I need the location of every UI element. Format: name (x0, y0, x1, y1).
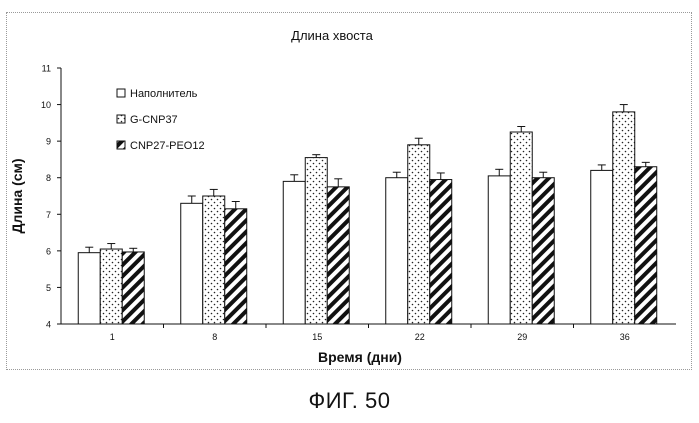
bar-diagonal-29 (532, 178, 554, 324)
bar-plain-22 (386, 178, 408, 324)
bar-dots-1 (100, 249, 122, 324)
bar-dots-8 (203, 196, 225, 324)
y-tick-label: 8 (46, 173, 51, 183)
x-tick-label: 8 (212, 332, 217, 342)
legend-label: Наполнитель (130, 88, 198, 100)
legend: Наполнитель G-CNP37 CNP27-PEO12 (110, 81, 230, 167)
bar-chart: Длина хвоста Длина (см) Время (дни) 4 5 6 7… (0, 0, 699, 385)
bar-dots-22 (408, 145, 430, 324)
x-tick-label: 22 (415, 332, 425, 342)
bar-plain-29 (488, 176, 510, 324)
y-tick-label: 5 (46, 283, 51, 293)
y-axis-label: Длина (см) (9, 158, 25, 233)
bar-plain-8 (181, 203, 203, 324)
bar-plain-36 (591, 170, 613, 324)
legend-label: CNP27-PEO12 (130, 140, 205, 152)
bar-dots-29 (510, 132, 532, 324)
x-tick-label: 1 (110, 332, 115, 342)
y-tick-label: 4 (46, 320, 51, 330)
bar-diagonal-15 (327, 187, 349, 324)
bar-dots-15 (305, 158, 327, 324)
y-tick-label: 7 (46, 210, 51, 220)
bar-plain-15 (283, 181, 305, 324)
legend-swatch-diagonal (117, 141, 125, 149)
bar-diagonal-8 (225, 209, 247, 324)
legend-swatch-plain (117, 89, 125, 97)
figure-caption: ФИГ. 50 (0, 388, 699, 414)
bar-plain-1 (78, 253, 100, 324)
y-tick-label: 11 (42, 64, 51, 74)
y-tick-label: 6 (46, 246, 51, 256)
y-tick-label: 9 (46, 137, 51, 147)
bar-dots-36 (613, 112, 635, 324)
bar-diagonal-36 (635, 167, 657, 324)
legend-label: G-CNP37 (130, 114, 178, 126)
y-tick-label: 10 (41, 100, 51, 110)
bar-diagonal-1 (122, 252, 144, 324)
x-tick-label: 15 (312, 332, 322, 342)
x-tick-label: 36 (620, 332, 630, 342)
x-axis-label: Время (дни) (318, 349, 402, 365)
x-tick-label: 29 (517, 332, 527, 342)
legend-swatch-dots (117, 115, 125, 123)
chart-title: Длина хвоста (291, 28, 373, 43)
bar-diagonal-22 (430, 180, 452, 324)
